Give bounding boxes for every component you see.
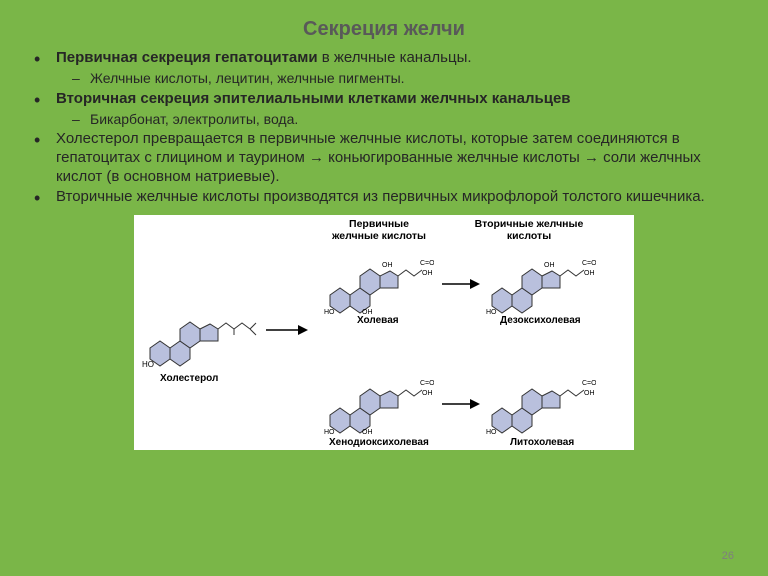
svg-text:OH: OH xyxy=(422,270,433,277)
svg-text:OH: OH xyxy=(382,262,393,269)
chenodeoxy-structure: HO OH C=O OH xyxy=(324,365,434,435)
chemistry-diagram: Первичные желчные кислоты Вторичные желч… xyxy=(134,215,634,450)
svg-text:C=O: C=O xyxy=(582,260,596,267)
bullet-1-bold: Первичная секреция гепатоцитами xyxy=(56,49,318,66)
label-deoxy: Дезоксихолевая xyxy=(500,315,581,326)
svg-text:OH: OH xyxy=(584,390,595,397)
svg-text:HO: HO xyxy=(486,429,497,435)
bullet-3: Холестерол превращается в первичные желч… xyxy=(34,130,734,186)
sub-list-2: Бикарбонат, электролиты, вода. xyxy=(34,111,734,129)
page-number: 26 xyxy=(722,550,734,562)
bullet-2: Вторичная секреция эпителиальными клетка… xyxy=(34,90,734,109)
sub-2-text: Бикарбонат, электролиты, вода. xyxy=(90,111,298,129)
slide-container: Секреция желчи Первичная секреция гепато… xyxy=(0,0,768,576)
page-title: Секреция желчи xyxy=(34,18,734,41)
svg-text:HO: HO xyxy=(486,309,497,315)
label-chenodeoxy: Хенодиоксихолевая xyxy=(329,437,429,448)
bullet-list: Первичная секреция гепатоцитами в желчны… xyxy=(34,49,734,207)
svg-text:HO: HO xyxy=(324,429,335,435)
svg-text:OH: OH xyxy=(544,262,555,269)
deoxy-structure: HO OH C=O OH xyxy=(486,245,596,315)
svg-text:C=O: C=O xyxy=(420,380,434,387)
label-cholesterol: Холестерол xyxy=(160,373,218,384)
cholic-structure: HO OH OH C=O OH xyxy=(324,245,434,315)
svg-text:C=O: C=O xyxy=(582,380,596,387)
arrow-1 xyxy=(264,323,308,337)
arrow-3 xyxy=(440,397,480,411)
litho-structure: HO C=O OH xyxy=(486,365,596,435)
svg-text:C=O: C=O xyxy=(420,260,434,267)
svg-text:HO: HO xyxy=(324,309,335,315)
svg-text:OH: OH xyxy=(584,270,595,277)
sub-1-text: Желчные кислоты, лецитин, желчные пигмен… xyxy=(90,70,405,88)
header-secondary: Вторичные желчные кислоты xyxy=(474,219,584,242)
svg-text:HO: HO xyxy=(142,360,154,368)
label-cholic: Холевая xyxy=(357,315,399,326)
bullet-3-text: Холестерол превращается в первичные желч… xyxy=(56,130,734,186)
bullet-1: Первичная секреция гепатоцитами в желчны… xyxy=(34,49,734,68)
bullet-4: Вторичные желчные кислоты производятся и… xyxy=(34,188,734,207)
svg-text:OH: OH xyxy=(362,429,373,435)
label-litho: Литохолевая xyxy=(510,437,574,448)
bullet-4-text: Вторичные желчные кислоты производятся и… xyxy=(56,188,705,207)
svg-text:OH: OH xyxy=(422,390,433,397)
header-primary: Первичные желчные кислоты xyxy=(329,219,429,242)
sub-1: Желчные кислоты, лецитин, желчные пигмен… xyxy=(34,70,734,88)
bullet-2-text: Вторичная секреция эпителиальными клетка… xyxy=(56,90,571,109)
sub-list-1: Желчные кислоты, лецитин, желчные пигмен… xyxy=(34,70,734,88)
sub-2: Бикарбонат, электролиты, вода. xyxy=(34,111,734,129)
cholesterol-structure: HO xyxy=(142,293,262,368)
arrow-2 xyxy=(440,277,480,291)
bullet-1-rest: в желчные канальцы. xyxy=(318,49,472,66)
